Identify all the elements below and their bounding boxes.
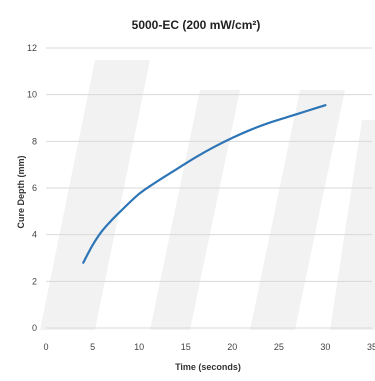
x-axis-ticks: 0 5 10 15 20 25 30 35 [43,342,375,352]
y-axis-label: Cure Depth (mm) [16,155,26,228]
series-layer [82,104,327,264]
chart-title: 5000-EC (200 mW/cm²) [132,18,261,32]
y-tick-label: 2 [32,276,37,286]
y-axis-ticks: 0 2 4 6 8 10 12 [27,43,37,333]
x-tick-label: 20 [227,342,237,352]
x-tick-label: 25 [274,342,284,352]
x-tick-label: 5 [90,342,95,352]
y-tick-label: 4 [32,230,37,240]
series-line-cure-depth [82,104,327,264]
x-tick-label: 30 [320,342,330,352]
x-tick-label: 10 [134,342,144,352]
y-tick-label: 10 [27,90,37,100]
y-tick-label: 12 [27,43,37,53]
background-watermark [40,60,375,330]
x-tick-label: 15 [181,342,191,352]
x-axis-label: Time (seconds) [175,362,241,372]
y-tick-label: 6 [32,183,37,193]
y-tick-label: 8 [32,136,37,146]
y-tick-label: 0 [32,323,37,333]
x-tick-label: 35 [367,342,375,352]
x-tick-label: 0 [43,342,48,352]
